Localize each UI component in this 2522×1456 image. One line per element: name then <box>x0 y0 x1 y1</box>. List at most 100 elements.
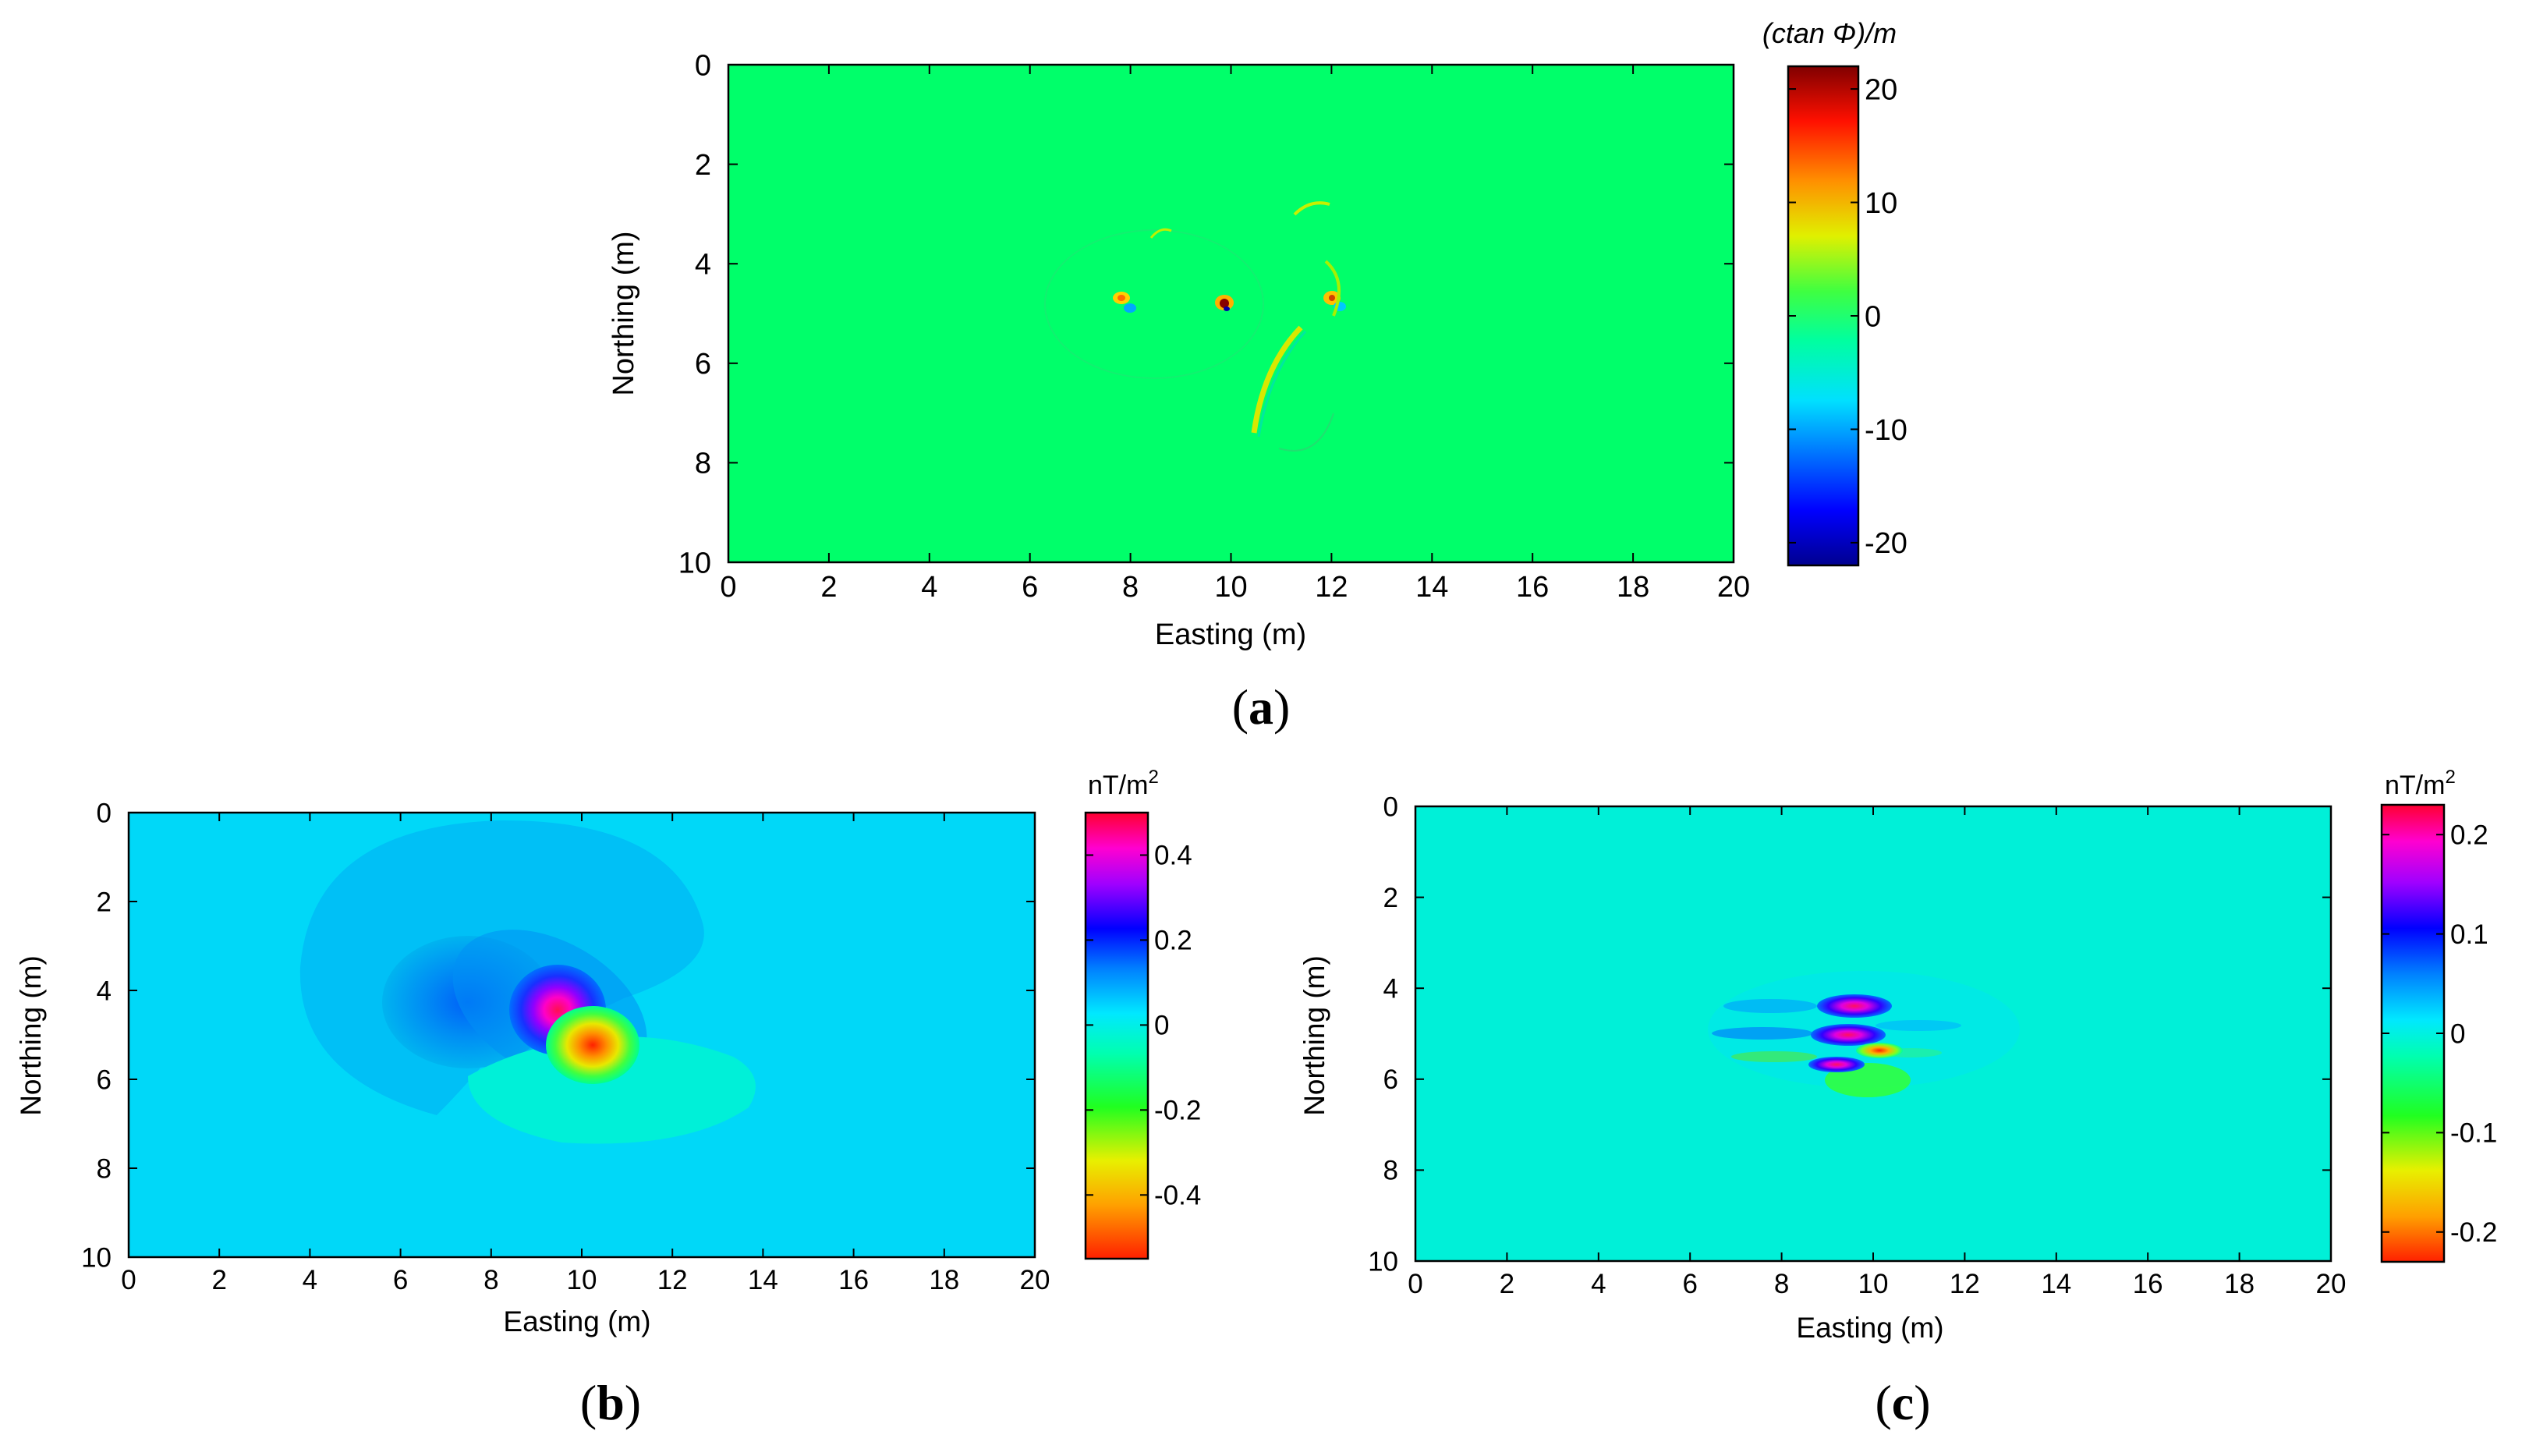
colorbar-tick-label: 0 <box>2450 1018 2465 1049</box>
panel-c-label: (c) <box>1875 1375 1930 1430</box>
x-tick-label: 6 <box>1682 1269 1697 1299</box>
y-tick-label: 6 <box>97 1065 112 1095</box>
panel-c-anomalies <box>1708 971 2020 1097</box>
y-tick-label: 0 <box>695 49 711 82</box>
panel-b-plot-area <box>127 811 1036 1259</box>
colorbar-tick-label: -0.4 <box>1154 1181 1201 1211</box>
y-tick-label: 2 <box>1383 883 1398 913</box>
panel-b: 0 2 4 6 8 10 12 14 16 18 20 0 2 4 6 8 10 Easting (m) No… <box>15 767 1201 1430</box>
panel-c: 0 2 4 6 8 10 12 14 16 18 20 0 2 4 6 8 10 Easting (m) No… <box>1298 767 2497 1430</box>
x-tick-label: 2 <box>211 1265 226 1295</box>
panel-b-colorbar-unit: nT/m2 <box>1088 767 1159 800</box>
panel-c-stripe-1 <box>1723 999 1817 1013</box>
panel-a-arc-tail <box>1278 413 1334 452</box>
x-tick-label: 14 <box>2041 1269 2071 1299</box>
x-tick-label: 6 <box>1022 571 1038 604</box>
x-tick-label: 6 <box>393 1265 408 1295</box>
x-tick-label: 12 <box>657 1265 688 1295</box>
panel-a-x-axis: 0 2 4 6 8 10 12 14 16 18 20 <box>720 65 1750 604</box>
panel-b-anomalies <box>299 820 756 1144</box>
colorbar-tick-label: -0.2 <box>1154 1096 1201 1126</box>
panel-c-colorbar <box>2380 803 2446 1263</box>
panel-c-x-axis-label: Easting (m) <box>1796 1312 1943 1344</box>
y-tick-label: 4 <box>97 976 112 1006</box>
x-tick-label: 20 <box>1020 1265 1050 1295</box>
x-tick-label: 12 <box>1315 571 1348 604</box>
panel-c-y-axis: 0 2 4 6 8 10 <box>1368 792 2331 1277</box>
x-tick-label: 8 <box>1774 1269 1789 1299</box>
x-tick-label: 2 <box>820 571 837 604</box>
panel-c-pos-band-1 <box>1817 994 1892 1018</box>
y-tick-label: 8 <box>1383 1156 1398 1186</box>
panel-b-colorbar <box>1084 811 1149 1260</box>
x-tick-label: 18 <box>1617 571 1649 604</box>
y-tick-label: 4 <box>695 249 711 282</box>
panel-b-neg-lobe <box>468 1036 756 1144</box>
x-tick-label: 16 <box>2133 1269 2163 1299</box>
panel-a-dipole-1-neg <box>1124 303 1136 313</box>
x-tick-label: 0 <box>720 571 736 604</box>
y-tick-label: 4 <box>1383 973 1398 1004</box>
y-tick-label: 10 <box>678 547 711 579</box>
x-tick-label: 4 <box>303 1265 317 1295</box>
x-tick-label: 4 <box>921 571 937 604</box>
x-tick-label: 20 <box>2316 1269 2347 1299</box>
panel-b-x-axis: 0 2 4 6 8 10 12 14 16 18 20 <box>121 813 1050 1295</box>
panel-a-arc-lower-edge <box>1257 330 1307 438</box>
y-tick-label: 0 <box>97 798 112 828</box>
y-tick-label: 8 <box>695 448 711 480</box>
y-tick-label: 10 <box>1368 1246 1398 1277</box>
panel-a-arc-upper <box>1293 201 1330 216</box>
panel-a-colorbar-unit: (ctan Φ)/m <box>1762 17 1897 49</box>
x-tick-label: 0 <box>1408 1269 1422 1299</box>
colorbar-tick-label: 0.2 <box>1154 926 1192 956</box>
x-tick-label: 8 <box>484 1265 498 1295</box>
panel-c-plot-area <box>1414 805 2332 1263</box>
colorbar-tick-label: 0 <box>1154 1011 1169 1041</box>
x-tick-label: 20 <box>1717 571 1750 604</box>
panel-a-colorbar-ticks: 20 10 0 -10 -20 <box>1788 73 1907 560</box>
x-tick-label: 16 <box>838 1265 869 1295</box>
panel-a-label: (a) <box>1232 679 1291 735</box>
panel-a-dipole-1-core <box>1118 295 1125 301</box>
panel-b-neg-peak <box>546 1006 639 1084</box>
x-tick-label: 14 <box>1415 571 1448 604</box>
panel-c-pos-band-3 <box>1808 1057 1865 1072</box>
panel-a-arc-lower <box>1251 325 1303 434</box>
panel-b-y-axis: 0 2 4 6 8 10 <box>81 798 1035 1273</box>
x-tick-label: 16 <box>1516 571 1549 604</box>
x-tick-label: 2 <box>1500 1269 1514 1299</box>
colorbar-tick-label: 0.1 <box>2450 919 2488 950</box>
y-tick-label: 2 <box>695 149 711 182</box>
y-tick-label: 8 <box>97 1153 112 1184</box>
colorbar-tick-label: 0.2 <box>2450 820 2488 850</box>
panel-c-y-axis-label: Northing (m) <box>1298 955 1330 1116</box>
y-tick-label: 6 <box>1383 1065 1398 1095</box>
panel-a-dipole-2-core <box>1220 299 1229 308</box>
panel-a-halo <box>1044 229 1264 379</box>
panel-a-anomalies <box>1044 201 1346 452</box>
x-tick-label: 14 <box>748 1265 778 1295</box>
y-tick-label: 6 <box>695 348 711 381</box>
panel-b-colorbar-ticks: 0.4 0.2 0 -0.2 -0.4 <box>1086 841 1201 1211</box>
colorbar-tick-label: 10 <box>1865 187 1897 220</box>
x-tick-label: 0 <box>121 1265 136 1295</box>
colorbar-tick-label: -10 <box>1865 414 1907 447</box>
y-tick-label: 2 <box>97 887 112 917</box>
panel-a-background <box>728 65 1734 562</box>
x-tick-label: 8 <box>1122 571 1139 604</box>
x-tick-label: 10 <box>567 1265 597 1295</box>
colorbar-tick-label: 20 <box>1865 73 1897 106</box>
panel-c-x-axis: 0 2 4 6 8 10 12 14 16 18 20 <box>1408 806 2346 1299</box>
x-tick-label: 18 <box>929 1265 959 1295</box>
panel-a-arc-small <box>1149 228 1172 239</box>
panel-c-stripe-2 <box>1712 1027 1813 1040</box>
x-tick-label: 10 <box>1858 1269 1889 1299</box>
panel-a-plot-area <box>727 63 1735 564</box>
panel-a-dipole-3-core <box>1329 295 1335 301</box>
colorbar-tick-label: -0.1 <box>2450 1118 2497 1149</box>
colorbar-tick-label: 0.4 <box>1154 841 1192 871</box>
x-tick-label: 4 <box>1591 1269 1606 1299</box>
panel-c-stripe-4 <box>1876 1020 1961 1031</box>
colorbar-tick-label: -20 <box>1865 527 1907 560</box>
